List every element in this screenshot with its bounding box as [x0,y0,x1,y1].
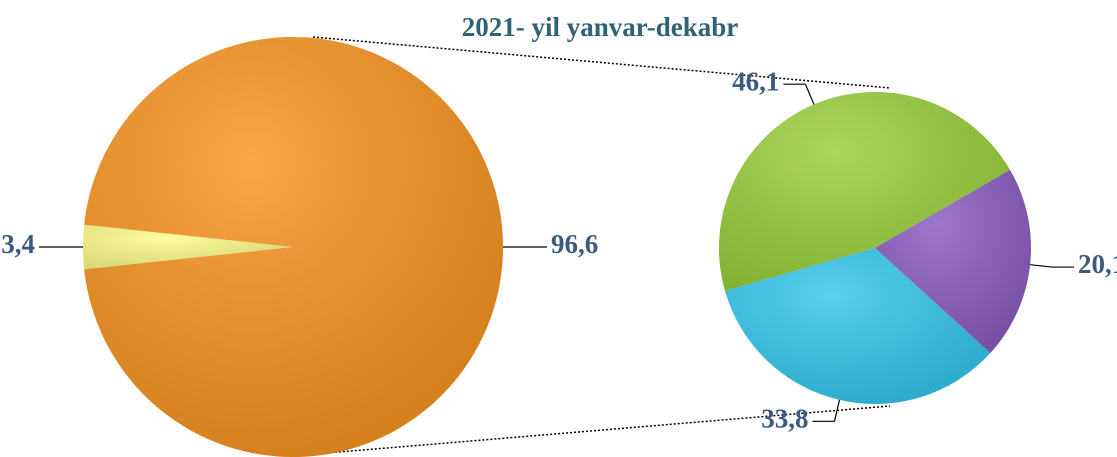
data-label: 96,6 [551,229,598,259]
slice-shade [725,248,991,405]
data-label: 20,1 [1078,249,1117,279]
slice-shade [83,224,294,270]
leader-line [812,399,841,422]
leader-line [1030,264,1074,268]
leader-line [783,83,815,105]
data-label: 46,1 [732,66,779,96]
slice-shade [719,92,1011,291]
slice-shade [84,37,504,457]
slice-shade [875,169,1031,354]
data-label: 33,8 [761,404,808,434]
data-label: 3,4 [1,229,35,259]
chart-title: 2021- yil yanvar-dekabr [462,12,739,42]
connector-line [312,36,891,89]
